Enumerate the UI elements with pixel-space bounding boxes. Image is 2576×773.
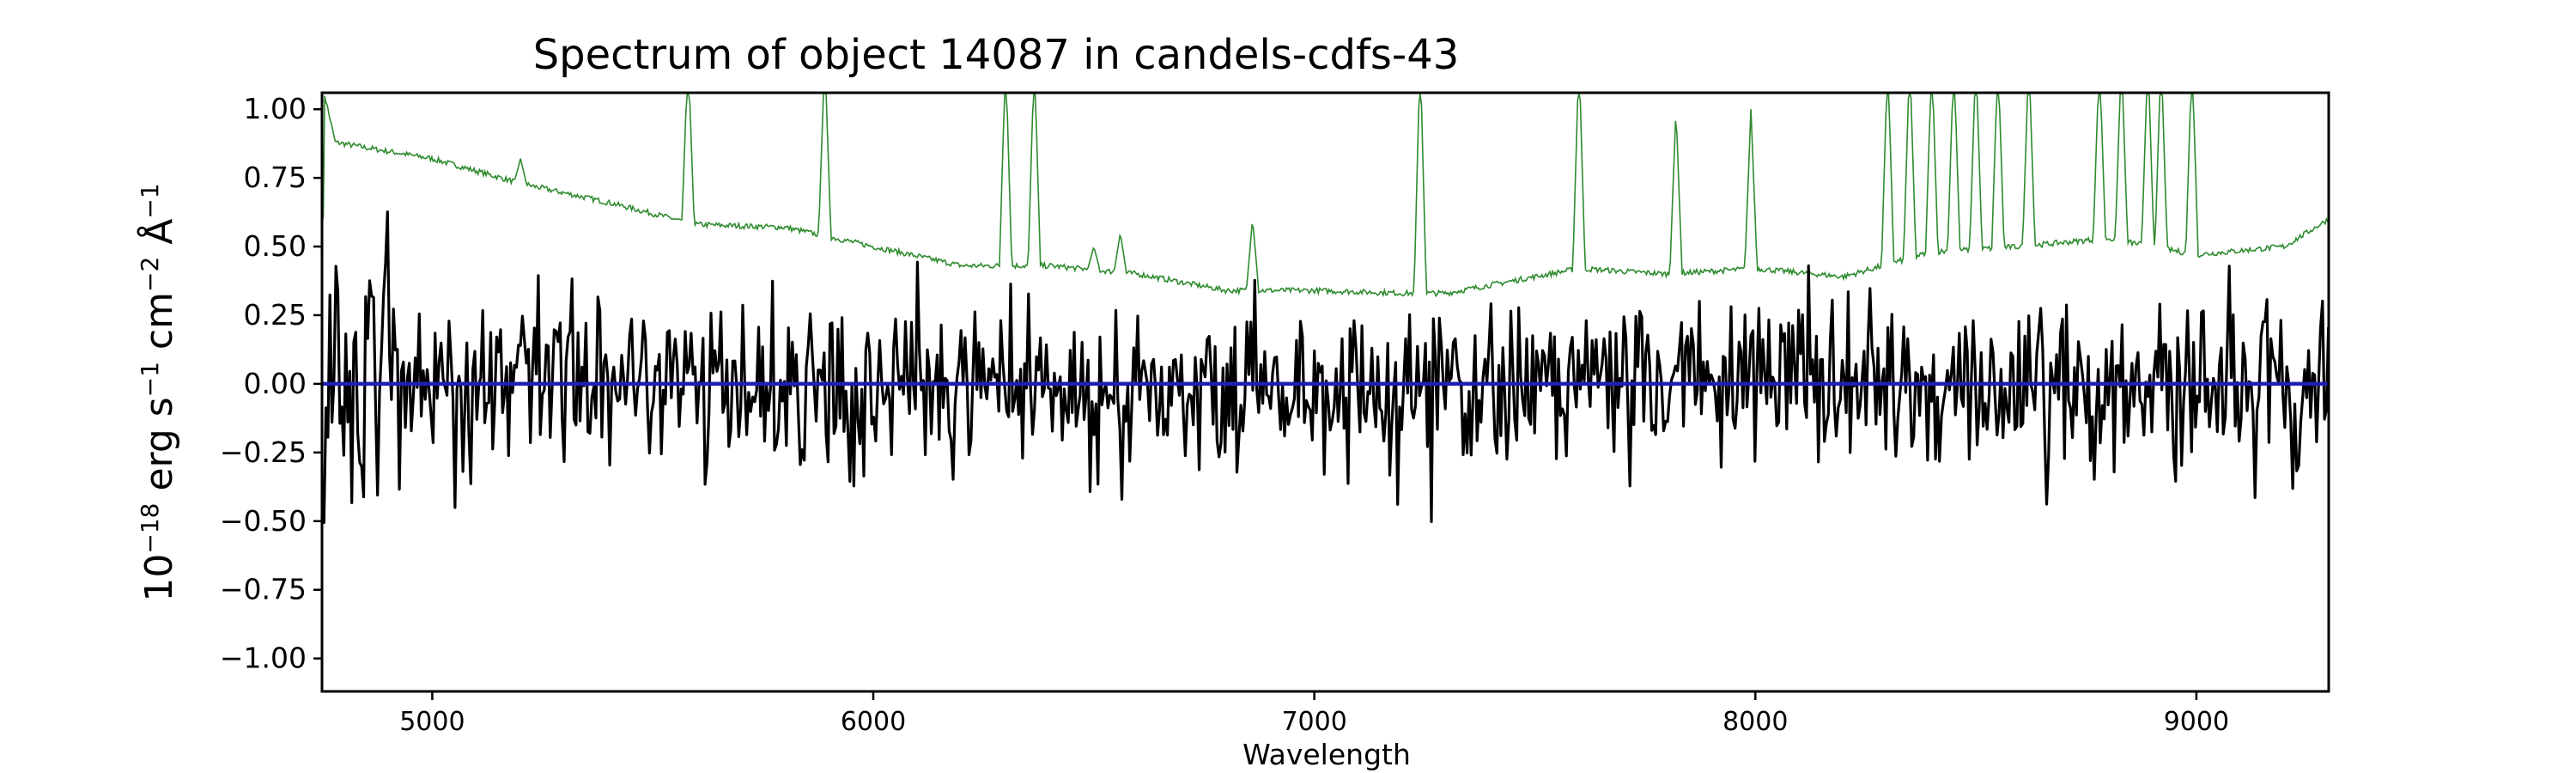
ylabel-text-a: Å	[136, 219, 181, 257]
x-tick-label: 9000	[2164, 707, 2229, 737]
y-axis: 1.00 0.75 0.50 0.25 0.00 −0.25 −0.50 −0.75 −1.00	[220, 92, 322, 675]
y-tick-label: −0.25	[220, 435, 307, 469]
y-tick-label: 0.50	[244, 229, 307, 263]
y-tick-label: −0.75	[220, 573, 307, 606]
x-tick-label: 6000	[841, 707, 906, 737]
y-tick-label: −0.50	[220, 504, 307, 538]
x-axis-label: Wavelength	[1242, 738, 1411, 771]
svg-text:10−18 erg s−1 cm−2 Å−1: 10−18 erg s−1 cm−2 Å−1	[136, 183, 181, 601]
ylabel-exp-a: −1	[136, 183, 164, 218]
ylabel-text-cm: cm	[137, 292, 181, 362]
plot-frame	[320, 91, 2330, 693]
y-tick-label: 0.25	[244, 298, 307, 332]
ylabel-exp-s: −1	[136, 362, 164, 397]
ylabel-exp-cm: −2	[136, 257, 164, 292]
flux-spectrum-line	[322, 210, 2329, 525]
ylabel-base: 10	[137, 554, 181, 602]
y-tick-label: 0.75	[244, 161, 307, 194]
error-spectrum-line	[322, 93, 2329, 298]
x-tick-label: 7000	[1281, 707, 1346, 737]
ylabel-text: erg s	[137, 397, 181, 502]
y-tick-label: −1.00	[220, 642, 307, 675]
x-tick-label: 8000	[1722, 707, 1788, 737]
x-axis: 5000 6000 7000 8000 9000	[399, 691, 2229, 737]
chart-title: Spectrum of object 14087 in candels-cdfs…	[533, 31, 1460, 79]
y-axis-label: 10−18 erg s−1 cm−2 Å−1	[136, 183, 181, 601]
plot-area	[322, 93, 2329, 525]
x-tick-label: 5000	[399, 707, 465, 737]
ylabel-exp: −18	[136, 503, 164, 554]
y-tick-label: 0.00	[244, 367, 307, 400]
y-tick-label: 1.00	[244, 92, 307, 125]
